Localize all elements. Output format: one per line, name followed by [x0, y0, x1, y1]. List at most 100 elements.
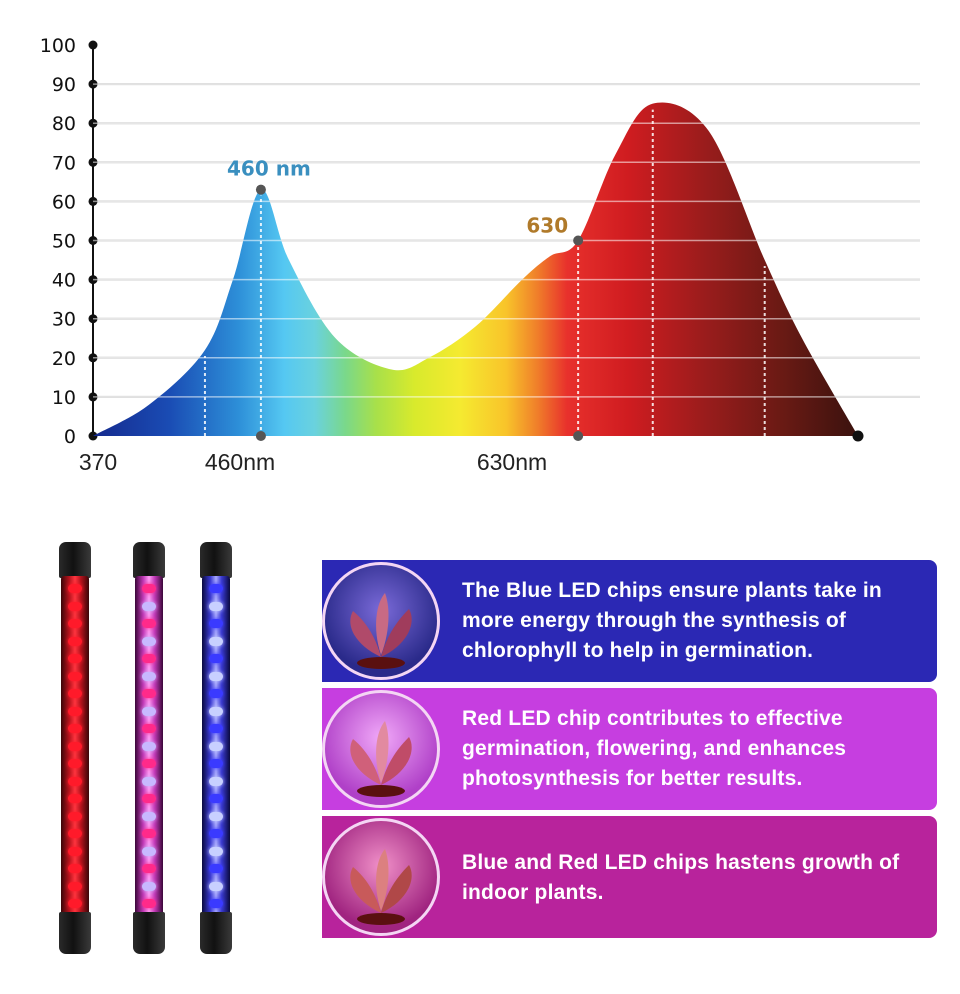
led-dot — [209, 724, 223, 733]
led-dot — [142, 654, 156, 663]
led-dot — [142, 636, 156, 646]
peak-marker — [573, 235, 584, 246]
annotation-label: 630 — [526, 214, 568, 238]
plant-icon — [350, 849, 412, 925]
x-tick-label: 460nm — [205, 449, 275, 475]
led-dot — [68, 636, 82, 646]
plant-icon — [350, 721, 412, 797]
bar-cap — [133, 542, 165, 578]
led-dot — [68, 601, 82, 611]
peak-marker — [255, 184, 266, 195]
led-dot — [209, 706, 223, 716]
led-dot — [209, 671, 223, 681]
panel-text: Red LED chip contributes to effective ge… — [462, 707, 847, 790]
led-dot — [142, 776, 156, 786]
y-tick-label: 90 — [52, 74, 76, 96]
led-dot — [68, 741, 82, 751]
panel-text: The Blue LED chips ensure plants take in… — [462, 579, 882, 662]
x-tick-label: 630nm — [477, 449, 547, 475]
led-dot — [68, 759, 82, 768]
spectrum-chart: 0 10 20 30 40 50 60 70 80 90 100 460 nm 630 370 460n… — [40, 35, 920, 475]
plant-image — [322, 818, 440, 936]
led-dot — [209, 601, 223, 611]
plant-image — [322, 690, 440, 808]
y-tick-label: 30 — [52, 309, 76, 331]
led-dot — [68, 899, 82, 908]
y-tick-label: 100 — [40, 35, 76, 57]
y-tick-dot — [88, 40, 98, 50]
led-dot — [68, 724, 82, 733]
bar-cap — [59, 542, 91, 578]
bar-glass — [135, 576, 163, 916]
panel-purple: Red LED chip contributes to effective ge… — [322, 688, 937, 810]
end-marker — [852, 430, 864, 442]
x-tick-label: 370 — [79, 449, 117, 475]
led-dot — [209, 689, 223, 698]
bar-cap — [59, 912, 91, 954]
y-tick-label: 70 — [52, 152, 76, 174]
led-dot — [209, 759, 223, 768]
led-dot — [142, 759, 156, 768]
led-bar-blue — [199, 542, 233, 954]
baseline-marker — [573, 431, 584, 441]
spectrum-area — [93, 102, 858, 437]
bar-glass — [202, 576, 230, 916]
led-dot — [209, 654, 223, 663]
led-dot — [209, 864, 223, 873]
led-dot — [68, 846, 82, 856]
bar-glass — [61, 576, 89, 916]
led-dot — [68, 706, 82, 716]
annotation-label: 460 nm — [227, 157, 311, 181]
y-tick-label: 50 — [52, 231, 76, 253]
led-dot — [142, 846, 156, 856]
plant-image — [322, 562, 440, 680]
led-dot — [209, 829, 223, 838]
panel-blue: The Blue LED chips ensure plants take in… — [322, 560, 937, 682]
led-dot — [209, 776, 223, 786]
led-dot — [68, 776, 82, 786]
led-dot — [209, 899, 223, 908]
led-dot — [68, 619, 82, 628]
led-dot — [68, 811, 82, 821]
plant-icon — [350, 593, 412, 669]
led-dot — [142, 741, 156, 751]
led-dot — [209, 794, 223, 803]
led-dot — [142, 671, 156, 681]
led-dot — [68, 864, 82, 873]
markers: 460 nm 630 — [203, 109, 864, 442]
led-dot — [68, 671, 82, 681]
led-dot — [209, 846, 223, 856]
overlay-gridlines — [93, 83, 920, 398]
y-tick-label: 40 — [52, 270, 76, 292]
led-dot — [142, 689, 156, 698]
led-bar-pink — [132, 542, 166, 954]
bar-cap — [200, 542, 232, 578]
led-dot — [142, 584, 156, 593]
led-dot — [142, 881, 156, 891]
baseline-marker — [255, 431, 266, 441]
led-dot — [142, 811, 156, 821]
x-axis: 370 460nm 630nm — [79, 449, 547, 475]
y-tick-label: 20 — [52, 348, 76, 370]
led-dot — [68, 881, 82, 891]
led-dot — [142, 601, 156, 611]
bar-cap — [200, 912, 232, 954]
led-dot — [209, 636, 223, 646]
led-dot — [209, 741, 223, 751]
y-axis: 0 10 20 30 40 50 60 70 80 90 100 — [40, 35, 98, 448]
led-dot — [142, 619, 156, 628]
y-tick-label: 10 — [52, 387, 76, 409]
led-dot — [142, 829, 156, 838]
bar-cap — [133, 912, 165, 954]
led-dot — [142, 864, 156, 873]
led-dot — [68, 794, 82, 803]
led-dot — [209, 619, 223, 628]
led-dot — [209, 811, 223, 821]
led-dot — [142, 899, 156, 908]
led-dot — [68, 689, 82, 698]
led-dot — [209, 881, 223, 891]
led-dot — [142, 706, 156, 716]
led-dot — [68, 829, 82, 838]
y-tick-label: 80 — [52, 113, 76, 135]
y-tick-label: 60 — [52, 191, 76, 213]
